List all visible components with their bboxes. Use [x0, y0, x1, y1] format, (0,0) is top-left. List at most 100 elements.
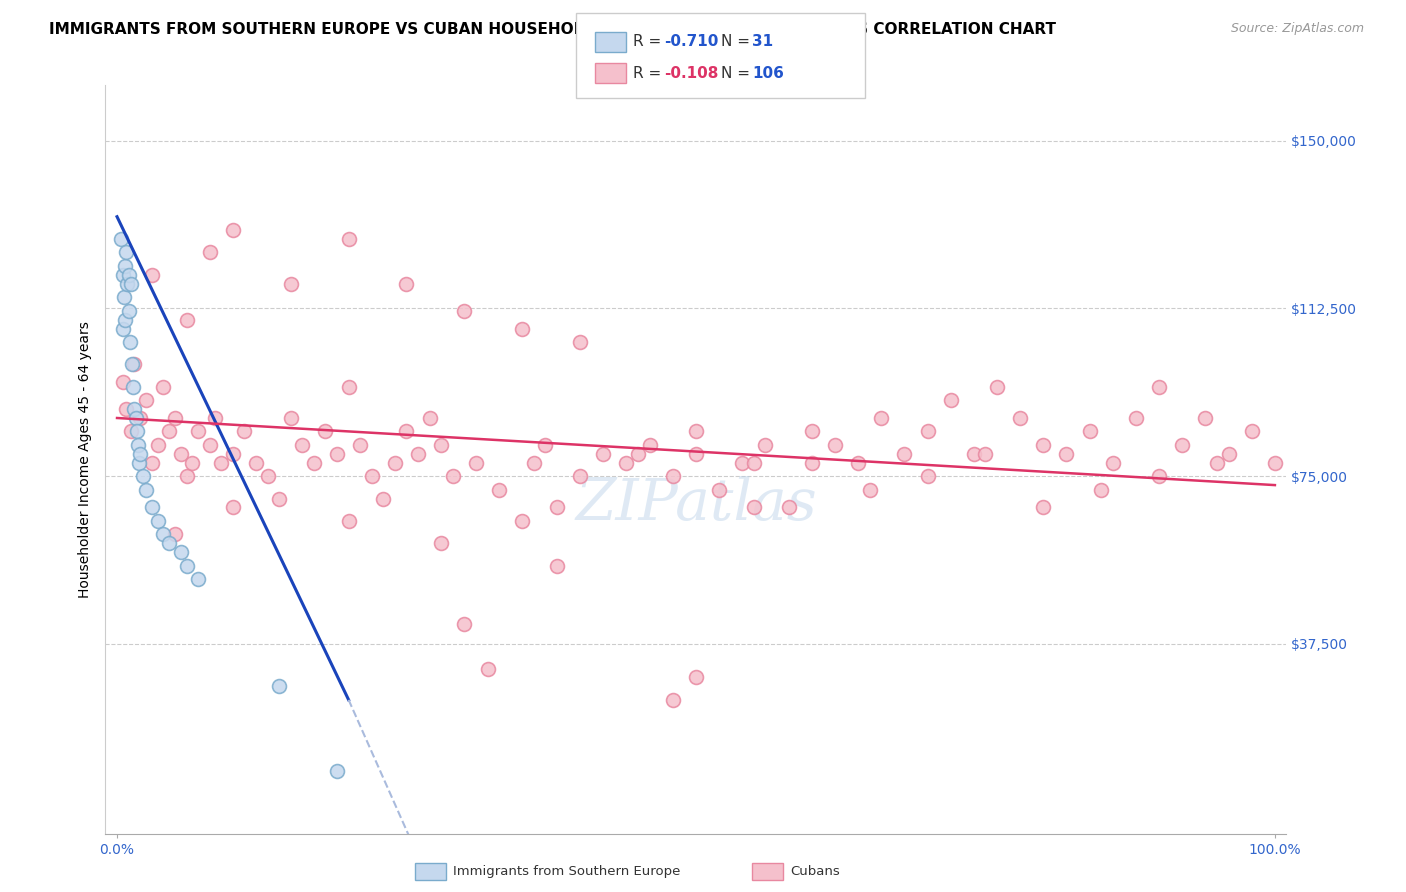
- Point: [146, 438, 169, 452]
- Text: -0.108: -0.108: [664, 66, 718, 80]
- Point: [893, 447, 915, 461]
- Point: [135, 393, 157, 408]
- Point: [778, 500, 800, 515]
- Text: R =: R =: [633, 66, 666, 80]
- Text: 31: 31: [752, 35, 773, 49]
- Text: N =: N =: [721, 35, 755, 49]
- Point: [546, 558, 568, 573]
- Text: -0.710: -0.710: [664, 35, 718, 49]
- Point: [939, 393, 962, 408]
- Point: [222, 447, 245, 461]
- Point: [1078, 425, 1101, 439]
- Point: [118, 334, 141, 349]
- Point: [1147, 469, 1170, 483]
- Point: [1240, 425, 1263, 439]
- Point: [1056, 447, 1078, 461]
- Point: [233, 425, 256, 439]
- Point: [430, 438, 453, 452]
- Point: [326, 764, 349, 779]
- Point: [986, 380, 1008, 394]
- Point: [430, 536, 453, 550]
- Point: [685, 425, 707, 439]
- Point: [1147, 380, 1170, 394]
- Point: [110, 232, 132, 246]
- Point: [685, 447, 707, 461]
- Point: [115, 402, 138, 417]
- Point: [141, 456, 163, 470]
- Point: [112, 290, 135, 304]
- Point: [131, 469, 153, 483]
- Point: [638, 438, 661, 452]
- Point: [256, 469, 278, 483]
- Point: [754, 438, 776, 452]
- Point: [1125, 411, 1147, 425]
- Point: [742, 500, 765, 515]
- Point: [662, 693, 685, 707]
- Point: [114, 259, 136, 273]
- Point: [157, 536, 180, 550]
- Point: [453, 303, 475, 318]
- Point: [141, 268, 163, 282]
- Point: [419, 411, 441, 425]
- Point: [204, 411, 226, 425]
- Point: [291, 438, 314, 452]
- Point: [115, 245, 138, 260]
- Point: [1206, 456, 1229, 470]
- Point: [141, 500, 163, 515]
- Point: [117, 268, 139, 282]
- Point: [974, 447, 997, 461]
- Point: [707, 483, 730, 497]
- Point: [152, 527, 174, 541]
- Point: [917, 469, 939, 483]
- Point: [824, 438, 846, 452]
- Point: [124, 402, 146, 417]
- Text: ZIPatlas: ZIPatlas: [575, 476, 817, 533]
- Point: [546, 500, 568, 515]
- Point: [120, 277, 142, 291]
- Point: [129, 411, 152, 425]
- Point: [187, 425, 209, 439]
- Point: [662, 469, 685, 483]
- Point: [117, 277, 139, 291]
- Text: Immigrants from Southern Europe: Immigrants from Southern Europe: [453, 865, 681, 878]
- Point: [269, 491, 291, 506]
- Point: [122, 380, 145, 394]
- Point: [349, 438, 371, 452]
- Point: [627, 447, 650, 461]
- Point: [1171, 438, 1194, 452]
- Text: R =: R =: [633, 35, 666, 49]
- Point: [128, 456, 150, 470]
- Point: [569, 334, 592, 349]
- Point: [124, 411, 146, 425]
- Point: [187, 572, 209, 586]
- Point: [917, 425, 939, 439]
- Point: [395, 277, 418, 291]
- Point: [846, 456, 869, 470]
- Point: [685, 670, 707, 684]
- Point: [111, 268, 134, 282]
- Point: [120, 425, 142, 439]
- Point: [280, 277, 302, 291]
- Point: [280, 411, 302, 425]
- Point: [360, 469, 382, 483]
- Point: [198, 245, 221, 260]
- Point: [477, 661, 499, 675]
- Point: [170, 545, 193, 559]
- Point: [453, 616, 475, 631]
- Point: [337, 232, 360, 246]
- Point: [963, 447, 986, 461]
- Text: N =: N =: [721, 66, 755, 80]
- Point: [1194, 411, 1216, 425]
- Point: [269, 680, 291, 694]
- Point: [222, 500, 245, 515]
- Point: [222, 223, 245, 237]
- Point: [245, 456, 267, 470]
- Point: [742, 456, 765, 470]
- Point: [121, 357, 143, 371]
- Point: [406, 447, 429, 461]
- Point: [510, 514, 533, 528]
- Point: [337, 514, 360, 528]
- Point: [534, 438, 557, 452]
- Point: [198, 438, 221, 452]
- Point: [510, 321, 533, 335]
